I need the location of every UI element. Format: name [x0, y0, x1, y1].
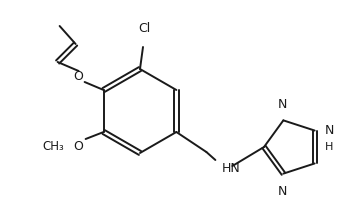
Text: N: N [325, 123, 334, 136]
Text: CH₃: CH₃ [42, 139, 64, 152]
Text: N: N [278, 98, 287, 111]
Text: O: O [74, 139, 84, 152]
Text: O: O [74, 70, 84, 83]
Text: N: N [278, 184, 287, 197]
Text: H: H [325, 141, 333, 151]
Text: Cl: Cl [138, 22, 150, 35]
Text: HN: HN [221, 161, 240, 174]
